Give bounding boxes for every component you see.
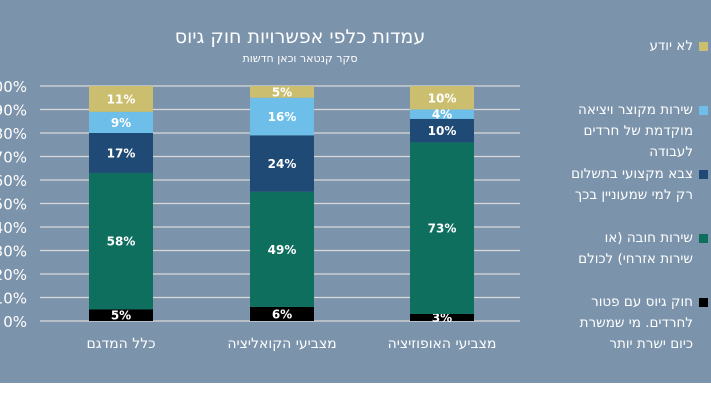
data-label: 73% bbox=[428, 222, 457, 236]
legend-label: שירות מקוצר ויציאה מוקדמת של חרדים לעבוד… bbox=[578, 102, 693, 160]
chart-title: עמדות כלפי אפשרויות חוק גיוס bbox=[174, 26, 426, 48]
data-label: 3% bbox=[432, 311, 452, 325]
data-label: 5% bbox=[272, 85, 292, 99]
y-tick-label: 0% bbox=[3, 313, 27, 331]
category-label: מצביעי הקואליציה bbox=[227, 336, 336, 352]
category-label: מצביעי האופוזיציה bbox=[388, 336, 497, 352]
bar-segment bbox=[250, 97, 314, 136]
data-label: 11% bbox=[107, 92, 136, 106]
legend-swatch bbox=[699, 234, 708, 243]
bar-segment bbox=[410, 313, 474, 321]
bar-segment bbox=[250, 86, 314, 98]
legend-swatch bbox=[699, 298, 708, 307]
bar-segment bbox=[410, 86, 474, 110]
legend-item: לא יודע bbox=[548, 36, 708, 57]
bar-segment bbox=[89, 133, 153, 173]
bar-segment bbox=[250, 135, 314, 192]
bar-segment bbox=[410, 142, 474, 314]
bar-segment bbox=[89, 172, 153, 310]
data-label: 5% bbox=[111, 309, 131, 323]
y-tick-label: 70% bbox=[0, 149, 27, 167]
data-label: 10% bbox=[428, 124, 457, 138]
y-tick-label: 20% bbox=[0, 266, 27, 284]
bar-segment bbox=[89, 111, 153, 133]
bar-segment bbox=[250, 306, 314, 321]
legend-item: צבא מקצועי בתשלום רק למי שמעוניין בכך bbox=[548, 164, 708, 206]
data-label: 4% bbox=[432, 108, 452, 122]
data-label: 9% bbox=[111, 116, 131, 130]
legend-label: חוק גיוס עם פטור לחרדים. מי שמשרת כיום י… bbox=[579, 294, 693, 352]
legend-swatch bbox=[699, 42, 708, 51]
bar-segment bbox=[89, 86, 153, 112]
bar-segment bbox=[410, 118, 474, 143]
legend-item: שירות מקוצר ויציאה מוקדמת של חרדים לעבוד… bbox=[548, 100, 708, 163]
data-label: 6% bbox=[272, 307, 292, 321]
legend-label: צבא מקצועי בתשלום רק למי שמעוניין בכך bbox=[571, 166, 693, 203]
data-label: 58% bbox=[107, 235, 136, 249]
y-tick-label: 10% bbox=[0, 290, 27, 308]
bar-segment bbox=[410, 109, 474, 119]
data-label: 16% bbox=[268, 110, 297, 124]
data-label: 10% bbox=[428, 91, 457, 105]
y-tick-label: 100% bbox=[0, 78, 27, 96]
y-tick-label: 80% bbox=[0, 125, 27, 143]
legend-label: לא יודע bbox=[649, 38, 693, 54]
bar-segment bbox=[89, 309, 153, 321]
chart-subtitle: סקר קנטאר וכאן חדשות bbox=[242, 52, 358, 65]
legend-swatch bbox=[699, 106, 708, 115]
data-label: 17% bbox=[107, 146, 136, 160]
legend-swatch bbox=[699, 170, 708, 179]
legend-item: שירות חובה (או שירות אזרחי) לכולם bbox=[548, 228, 708, 270]
y-tick-label: 40% bbox=[0, 219, 27, 237]
y-tick-label: 90% bbox=[0, 102, 27, 120]
y-tick-label: 50% bbox=[0, 196, 27, 214]
data-label: 49% bbox=[268, 243, 297, 257]
category-label: כלל המדגם bbox=[86, 336, 155, 352]
bar-segment bbox=[250, 191, 314, 307]
legend-item: חוק גיוס עם פטור לחרדים. מי שמשרת כיום י… bbox=[548, 292, 708, 355]
y-tick-label: 60% bbox=[0, 172, 27, 190]
data-label: 24% bbox=[268, 157, 297, 171]
y-tick-label: 30% bbox=[0, 243, 27, 261]
legend-label: שירות חובה (או שירות אזרחי) לכולם bbox=[578, 230, 693, 267]
